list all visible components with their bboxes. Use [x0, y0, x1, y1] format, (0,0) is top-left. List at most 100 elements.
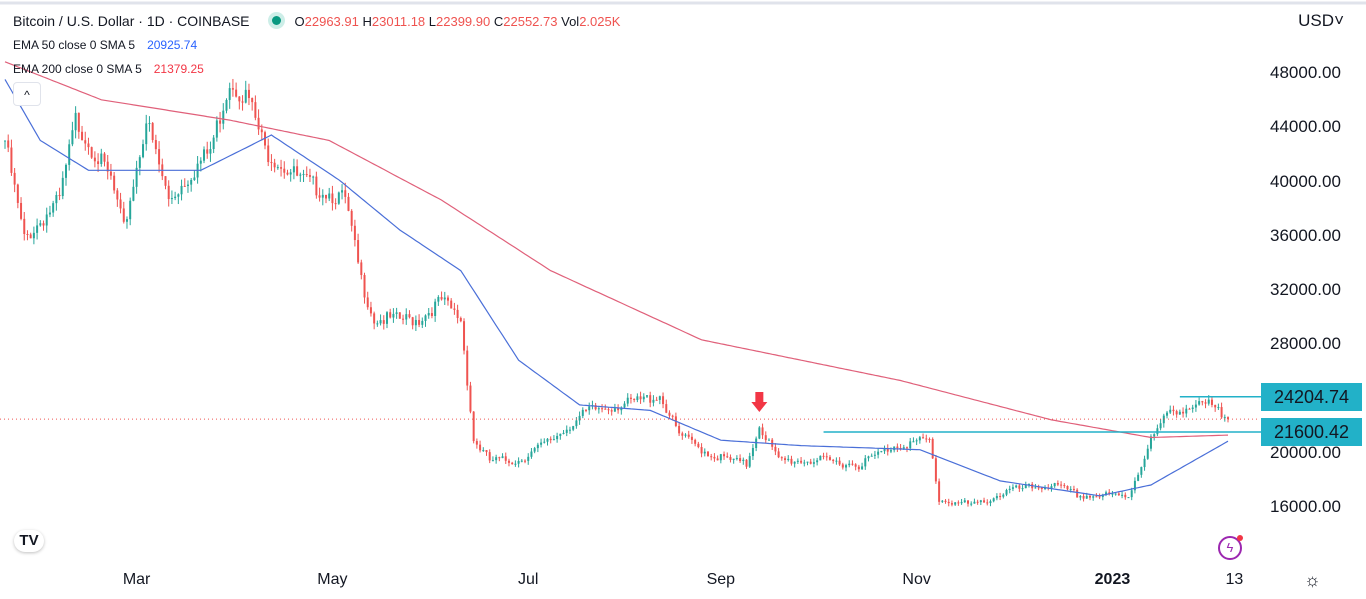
candle-body: [109, 171, 112, 176]
settings-gear-icon[interactable]: ☼: [1304, 570, 1321, 590]
candle-body: [655, 399, 658, 401]
candle-body: [418, 319, 421, 325]
candle-body: [822, 455, 825, 457]
candle-body: [979, 500, 982, 503]
candle-body: [527, 456, 530, 461]
candle-body: [58, 195, 61, 197]
candle-body: [1124, 494, 1127, 498]
candle-body: [1111, 493, 1114, 495]
candle-body: [642, 396, 645, 400]
y-tick-label: 40000.00: [1270, 171, 1341, 191]
candle-body: [257, 117, 260, 130]
candle-body: [479, 444, 482, 451]
candle-body: [347, 196, 350, 211]
candle-body: [742, 459, 745, 462]
candle-body: [491, 460, 494, 462]
candle-body: [247, 89, 250, 99]
ema50-legend[interactable]: EMA 50 close 0 SMA 5 20925.74: [13, 38, 198, 52]
candle-body: [402, 318, 405, 320]
candle-body: [681, 433, 684, 436]
candle-body: [1105, 492, 1108, 495]
candle-body: [1034, 487, 1037, 489]
currency-selector[interactable]: USD˅: [1298, 11, 1344, 30]
collapse-legend-button[interactable]: ^: [13, 82, 41, 106]
candle-body: [1066, 486, 1069, 490]
candle-body: [845, 465, 848, 468]
candle-body: [183, 185, 186, 187]
candle-body: [739, 458, 742, 462]
candle-body: [4, 140, 6, 142]
candle-body: [334, 203, 337, 205]
candle-body: [1178, 411, 1181, 415]
candle-body: [1082, 496, 1085, 499]
candle-body: [800, 460, 803, 463]
candle-body: [331, 193, 334, 204]
candle-body: [308, 175, 311, 177]
candle-body: [97, 161, 100, 165]
candle-body: [954, 502, 957, 505]
candle-body: [90, 147, 93, 158]
candle-body: [511, 462, 514, 465]
candle-body: [219, 120, 222, 124]
candle-body: [135, 167, 138, 187]
ema200-legend[interactable]: EMA 200 close 0 SMA 5 21379.25: [13, 62, 204, 76]
candle-body: [344, 190, 347, 197]
level-price-label[interactable]: 24204.74: [1261, 382, 1362, 411]
candle-body: [440, 297, 443, 300]
candle-body: [61, 177, 64, 197]
candle-body: [302, 174, 305, 176]
candle-body: [546, 438, 549, 442]
candle-body: [578, 415, 581, 421]
candle-body: [986, 502, 989, 504]
candle-body: [713, 456, 716, 459]
tradingview-logo[interactable]: TV: [14, 530, 44, 552]
candle-body: [1217, 407, 1220, 409]
candle-body: [142, 144, 145, 158]
lightning-icon[interactable]: ϟ: [1218, 535, 1243, 560]
candle-body: [193, 177, 196, 180]
candle-body: [896, 446, 899, 448]
candle-body: [629, 397, 632, 399]
candle-body: [398, 312, 401, 319]
symbol-title[interactable]: Bitcoin / U.S. Dollar · 1D · COINBASE: [13, 13, 250, 29]
candle-body: [482, 450, 485, 452]
candle-body: [787, 458, 790, 461]
candle-body: [504, 456, 507, 461]
candle-body: [87, 143, 90, 148]
candle-body: [517, 460, 520, 464]
candle-body: [318, 195, 321, 198]
candle-body: [158, 149, 161, 165]
candle-body: [533, 448, 536, 452]
candle-body: [1056, 483, 1059, 485]
candle-body: [392, 313, 395, 318]
candle-body: [125, 219, 128, 222]
candle-body: [337, 192, 340, 204]
candle-body: [649, 395, 652, 403]
candle-body: [967, 500, 969, 504]
candle-body: [1005, 489, 1008, 495]
candle-body: [883, 448, 886, 452]
candle-body: [729, 457, 732, 460]
candle-body: [45, 214, 48, 226]
candle-body: [312, 176, 315, 178]
level-price-label[interactable]: 21600.42: [1261, 418, 1362, 447]
candle-body: [122, 208, 125, 222]
candle-body: [186, 184, 189, 186]
candle-body: [1060, 484, 1063, 486]
candle-body: [84, 140, 87, 144]
candle-body: [154, 140, 157, 150]
candle-body: [684, 434, 687, 436]
candle-body: [39, 223, 42, 226]
candle-body: [889, 450, 892, 452]
candle-body: [873, 454, 876, 456]
candle-body: [360, 262, 363, 276]
x-tick-label: Mar: [122, 571, 151, 588]
candle-body: [723, 454, 726, 457]
ema200-line: [4, 61, 1229, 439]
candle-body: [540, 442, 543, 445]
candle-body: [1021, 488, 1024, 490]
candle-body: [373, 313, 376, 324]
candle-body: [42, 223, 45, 226]
candle-body: [93, 157, 96, 162]
